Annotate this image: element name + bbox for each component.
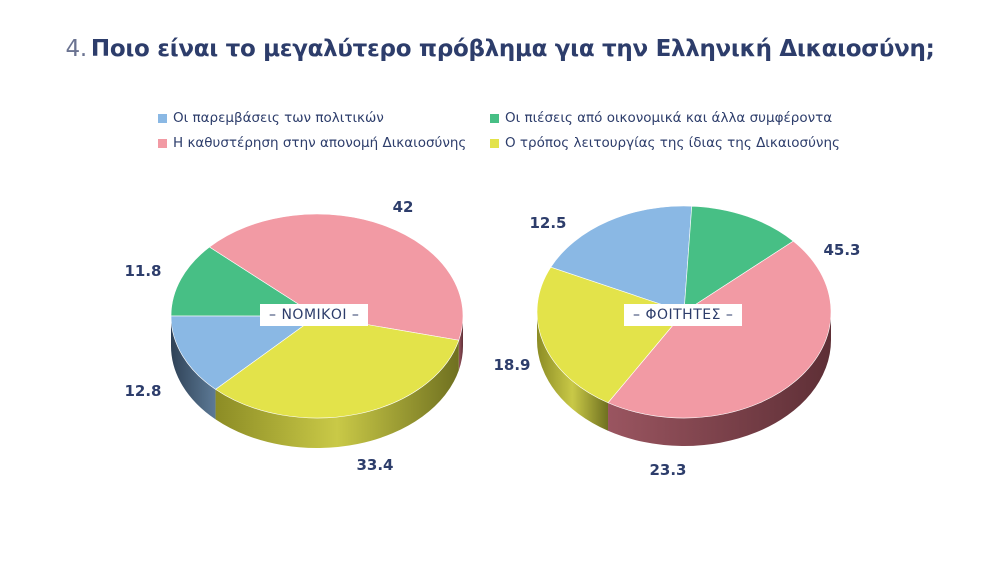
legend-label: Οι παρεμβάσεις των πολιτικών <box>173 110 384 126</box>
pie-side-functioning <box>537 312 609 431</box>
legend-swatch <box>158 138 167 148</box>
data-label-functioning: 23.3 <box>649 461 686 479</box>
pie-students: 18.9 12.5 45.3 23.3 <box>493 205 861 479</box>
legend-label: Η καθυστέρηση στην απονομή Δικαιοσύνης <box>173 135 467 151</box>
legend-item-delay: Η καθυστέρηση στην απονομή Δικαιοσύνης <box>158 135 466 151</box>
pie-slice-functioning <box>536 266 685 404</box>
data-label-politicians: 12.8 <box>124 382 161 400</box>
pie-slice-delay <box>607 240 832 419</box>
pie-slice-functioning <box>215 315 460 419</box>
pie-side-functioning <box>215 340 459 448</box>
legend-item-interests: Οι πιέσεις από οικονομικά και άλλα συμφέ… <box>490 110 832 126</box>
chart-title: 4. Ποιο είναι το μεγαλύτερο πρόβλημα για … <box>0 36 1000 62</box>
pie-side-delay <box>608 312 831 446</box>
data-label-politicians: 18.9 <box>493 356 530 374</box>
pie-slice-interests <box>170 246 319 317</box>
center-label-students: – ΦΟΙΤΗΤΕΣ – <box>624 304 743 326</box>
question-number: 4. <box>65 36 88 62</box>
legend-swatch <box>490 113 499 123</box>
pie-slice-delay <box>208 213 464 341</box>
legend-label: Ο τρόπος λειτουργίας της ίδιας της Δικαι… <box>505 135 840 151</box>
legend-item-politicians: Οι παρεμβάσεις των πολιτικών <box>158 110 384 126</box>
data-label-delay: 42 <box>393 198 414 216</box>
center-label-lawyers: – ΝΟΜΙΚΟΙ – <box>260 304 369 326</box>
pie-slice-politicians <box>550 205 693 313</box>
data-label-functioning: 33.4 <box>356 456 393 474</box>
pie-side-politicians <box>170 316 216 420</box>
pie-slice-interests <box>683 205 794 313</box>
legend-item-functioning: Ο τρόπος λειτουργίας της ίδιας της Δικαι… <box>490 135 840 151</box>
legend-swatch <box>490 138 499 148</box>
pie-slice-politicians <box>170 315 318 390</box>
legend-label: Οι πιέσεις από οικονομικά και άλλα συμφέ… <box>505 110 833 126</box>
legend-swatch <box>158 113 167 123</box>
data-label-interests: 11.8 <box>124 262 161 280</box>
data-label-delay: 45.3 <box>823 241 860 259</box>
data-label-interests: 12.5 <box>529 214 566 232</box>
title-text: Ποιο είναι το μεγαλύτερο πρόβλημα για τη… <box>90 36 935 62</box>
pie-lawyers: 12.8 11.8 42 33.4 <box>124 198 464 474</box>
